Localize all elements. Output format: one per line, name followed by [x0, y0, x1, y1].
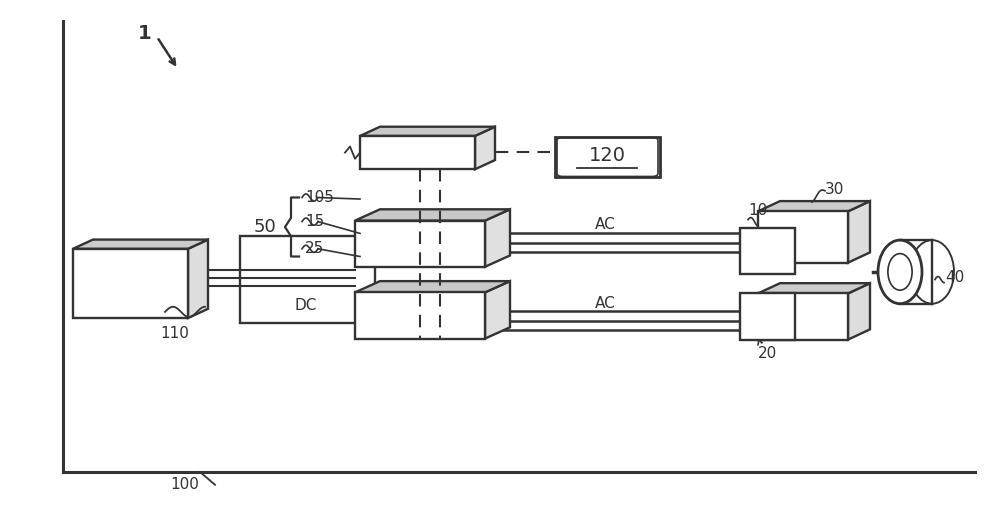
Text: AC: AC: [595, 217, 615, 232]
Text: 10: 10: [748, 203, 767, 218]
Polygon shape: [355, 281, 510, 292]
Text: 40: 40: [945, 269, 964, 285]
Text: 110: 110: [161, 326, 189, 341]
Polygon shape: [740, 228, 795, 274]
Text: 25: 25: [305, 241, 324, 256]
Polygon shape: [360, 136, 475, 169]
Text: 30: 30: [825, 182, 844, 198]
Text: 50: 50: [254, 218, 276, 236]
Text: 1: 1: [138, 24, 152, 43]
Polygon shape: [848, 201, 870, 263]
Text: 15: 15: [305, 214, 324, 229]
Polygon shape: [360, 127, 495, 136]
Polygon shape: [188, 240, 208, 318]
Polygon shape: [485, 209, 510, 267]
Text: AC: AC: [595, 297, 615, 311]
Text: 120: 120: [588, 146, 626, 165]
Text: 100: 100: [171, 477, 199, 492]
Polygon shape: [740, 293, 795, 340]
Ellipse shape: [878, 240, 922, 304]
Polygon shape: [355, 209, 510, 221]
Ellipse shape: [888, 253, 912, 290]
Polygon shape: [758, 293, 848, 340]
Polygon shape: [758, 201, 870, 211]
Text: 20: 20: [758, 346, 777, 361]
Polygon shape: [848, 283, 870, 340]
Polygon shape: [73, 249, 188, 318]
Polygon shape: [355, 292, 485, 339]
Polygon shape: [355, 221, 485, 267]
Polygon shape: [758, 283, 870, 293]
Polygon shape: [485, 281, 510, 339]
Polygon shape: [475, 127, 495, 169]
Text: 105: 105: [305, 190, 334, 205]
Polygon shape: [73, 240, 208, 249]
Text: DC: DC: [295, 298, 317, 313]
Polygon shape: [555, 137, 660, 177]
Polygon shape: [758, 211, 848, 263]
